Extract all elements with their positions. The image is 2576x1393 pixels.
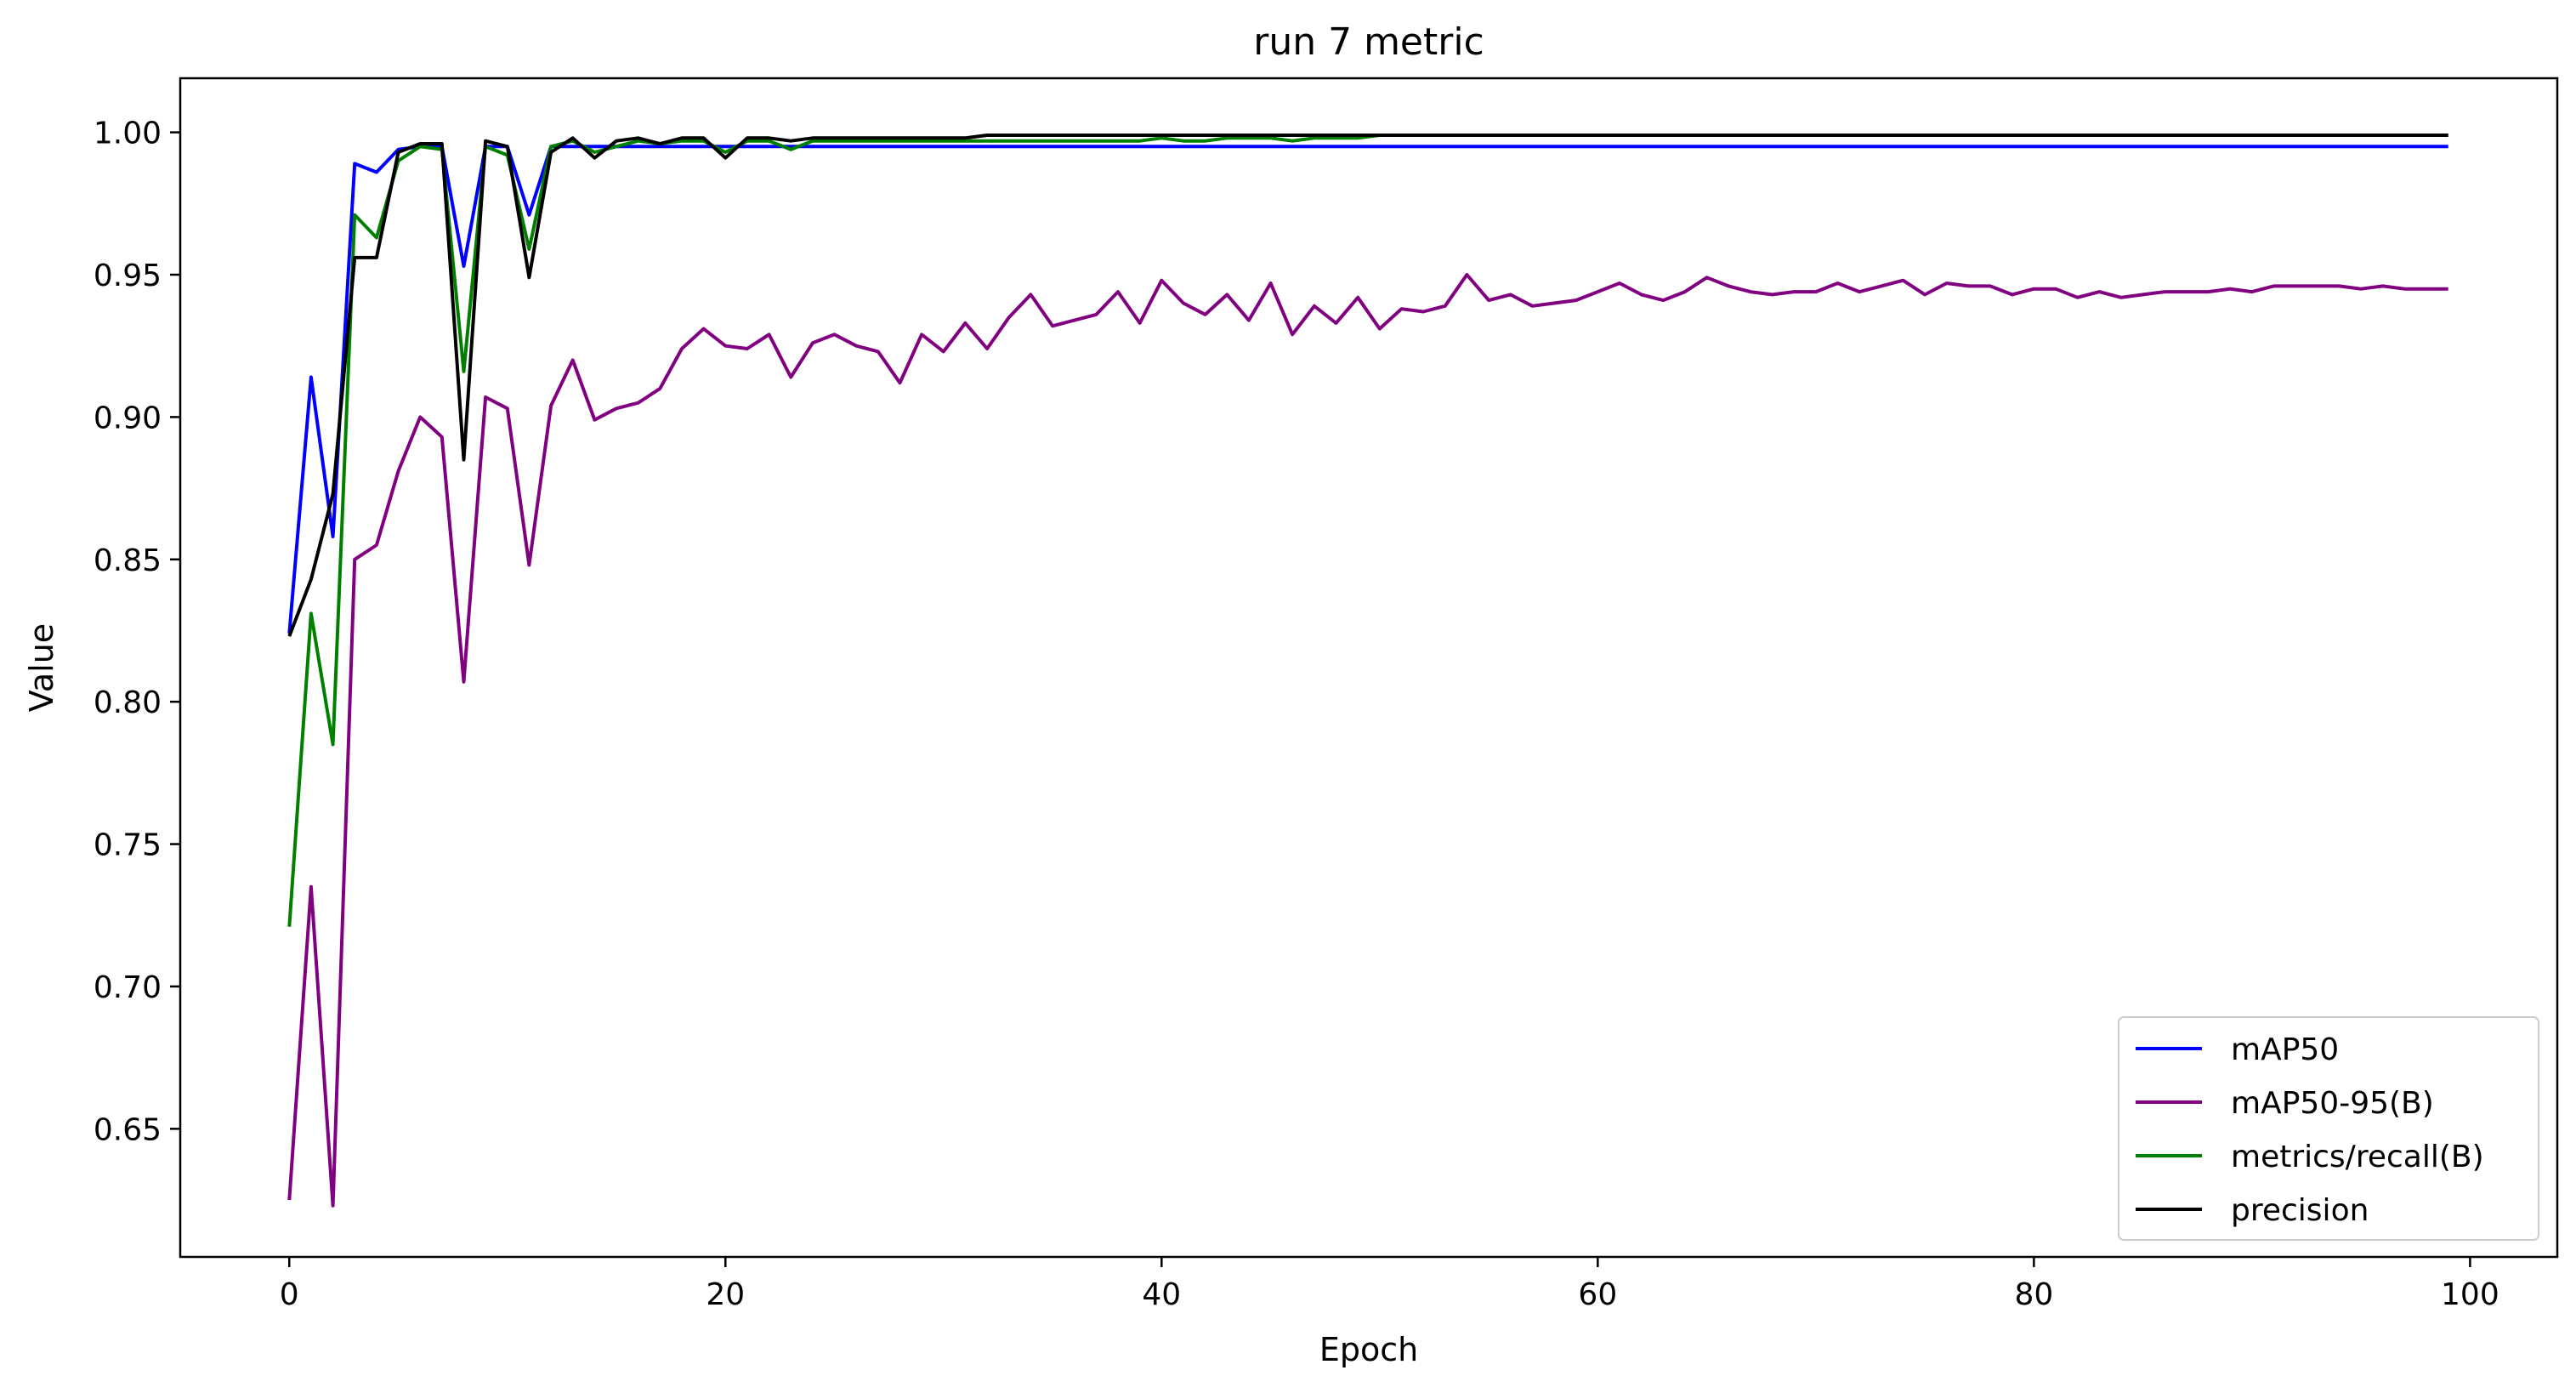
plot-layer bbox=[287, 134, 2448, 1208]
legend-box bbox=[2118, 1016, 2539, 1241]
y-tick-label: 0.85 bbox=[94, 543, 162, 578]
legend: mAP50 mAP50-95(B) metrics/recall(B) precisi… bbox=[2118, 1016, 2539, 1241]
x-axis-ticks: 0 20 40 60 80 100 bbox=[280, 1257, 2499, 1312]
x-tick-label: 100 bbox=[2441, 1277, 2499, 1312]
plot-frame bbox=[179, 77, 2559, 1259]
series-line-0 bbox=[287, 145, 2448, 634]
x-tick-label: 40 bbox=[1142, 1277, 1181, 1312]
y-tick-label: 0.80 bbox=[94, 685, 162, 720]
x-axis-label: Epoch bbox=[1319, 1331, 1418, 1368]
y-tick-label: 0.95 bbox=[94, 259, 162, 293]
y-tick-label: 0.65 bbox=[94, 1112, 162, 1147]
x-tick-label: 0 bbox=[280, 1277, 299, 1312]
legend-label-2: metrics/recall(B) bbox=[2231, 1140, 2484, 1174]
x-tick-label: 80 bbox=[2014, 1277, 2053, 1312]
legend-label-3: precision bbox=[2231, 1193, 2369, 1228]
y-tick-label: 0.75 bbox=[94, 828, 162, 863]
y-tick-label: 1.00 bbox=[94, 117, 162, 151]
y-tick-label: 0.90 bbox=[94, 401, 162, 435]
x-tick-label: 20 bbox=[706, 1277, 745, 1312]
chart-title: run 7 metric bbox=[1253, 20, 1484, 64]
y-axis-ticks: 0.65 0.70 0.75 0.80 0.85 0.90 0.95 1.00 bbox=[94, 117, 180, 1147]
series-line-1 bbox=[287, 273, 2448, 1208]
y-tick-label: 0.70 bbox=[94, 970, 162, 1005]
y-axis-label: Value bbox=[23, 623, 60, 712]
legend-label-0: mAP50 bbox=[2231, 1032, 2339, 1067]
series-line-3 bbox=[287, 134, 2448, 637]
legend-label-1: mAP50-95(B) bbox=[2231, 1086, 2434, 1121]
x-tick-label: 60 bbox=[1578, 1277, 1617, 1312]
